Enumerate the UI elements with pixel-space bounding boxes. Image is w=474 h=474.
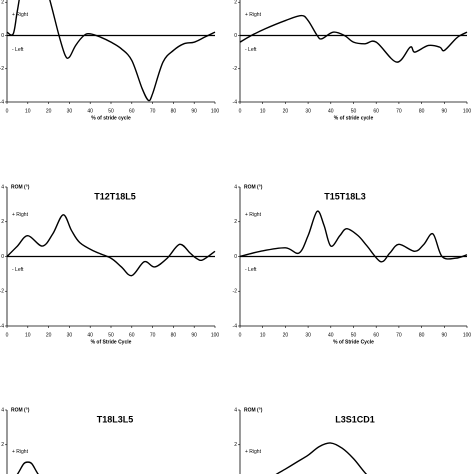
data-line (275, 442, 368, 474)
x-tick-label: 50 (351, 332, 357, 338)
data-line (239, 14, 468, 63)
x-tick-label: 100 (211, 332, 220, 338)
x-tick-label: 60 (129, 108, 135, 114)
x-tick-label: 70 (396, 332, 402, 338)
x-tick-label: 30 (305, 108, 311, 114)
x-tick-label: 40 (87, 332, 93, 338)
x-axis-label: % of stride cycle (91, 115, 131, 121)
annotation: - Left (245, 267, 257, 273)
x-tick-label: 90 (442, 332, 448, 338)
x-tick-label: 10 (260, 332, 266, 338)
x-tick-label: 90 (191, 108, 197, 114)
x-tick-label: 0 (6, 108, 9, 114)
x-tick-label: 20 (283, 332, 289, 338)
y-tick-label: 2 (1, 0, 4, 6)
y-tick-label: -4 (0, 323, 4, 329)
chart-title: L3S1CD1 (335, 414, 375, 424)
x-tick-label: 100 (463, 332, 472, 338)
x-tick-label: 60 (373, 108, 379, 114)
data-line (16, 461, 39, 474)
x-tick-label: 90 (442, 108, 448, 114)
x-tick-label: 100 (211, 108, 220, 114)
y-tick-label: 0 (1, 254, 4, 260)
annotation: - Left (245, 47, 257, 53)
x-tick-label: 20 (283, 108, 289, 114)
annotation: + Right (245, 12, 262, 18)
annotation: + Right (245, 212, 262, 218)
x-tick-label: 30 (305, 332, 311, 338)
y-tick-label: -4 (233, 323, 238, 329)
y-axis-label: ROM (°) (244, 184, 263, 190)
x-tick-label: 10 (260, 108, 266, 114)
annotation: + Right (12, 12, 29, 18)
x-tick-label: 60 (373, 332, 379, 338)
x-tick-label: 50 (351, 108, 357, 114)
y-tick-label: -2 (0, 66, 4, 72)
y-tick-label: 2 (234, 0, 237, 6)
chart-title: T18L3L5 (97, 414, 134, 424)
y-tick-label: -2 (233, 289, 238, 295)
x-axis-label: % of Stride Cycle (91, 339, 132, 345)
x-tick-label: 30 (67, 332, 73, 338)
x-tick-label: 70 (396, 108, 402, 114)
y-axis-label: ROM (°) (11, 407, 30, 413)
y-tick-label: 4 (1, 184, 4, 190)
y-tick-label: 2 (1, 219, 4, 225)
x-tick-label: 80 (419, 108, 425, 114)
x-tick-label: 60 (129, 332, 135, 338)
x-tick-label: 40 (87, 108, 93, 114)
x-tick-label: 0 (239, 332, 242, 338)
x-tick-label: 100 (463, 108, 472, 114)
data-line (6, 214, 216, 277)
y-axis-label: ROM (°) (244, 407, 263, 413)
y-tick-label: 0 (1, 33, 4, 39)
x-axis-label: % of stride cycle (334, 115, 374, 121)
x-tick-label: 50 (108, 108, 114, 114)
annotation: + Right (12, 449, 29, 455)
x-tick-label: 0 (6, 332, 9, 338)
chart-title: T15T18L3 (324, 191, 366, 201)
y-tick-label: 2 (234, 219, 237, 225)
x-tick-label: 40 (328, 108, 334, 114)
data-line (239, 210, 468, 263)
x-tick-label: 20 (46, 332, 52, 338)
y-tick-label: -4 (0, 99, 4, 105)
y-tick-label: 4 (1, 407, 4, 413)
x-axis-label: % of Stride Cycle (333, 339, 374, 345)
annotation: - Left (12, 267, 24, 273)
x-tick-label: 80 (171, 108, 177, 114)
y-axis-label: ROM (°) (11, 184, 30, 190)
x-tick-label: 30 (67, 108, 73, 114)
x-tick-label: 10 (25, 108, 31, 114)
y-tick-label: 4 (234, 407, 237, 413)
y-tick-label: 2 (1, 442, 4, 448)
y-tick-label: -2 (233, 66, 238, 72)
x-tick-label: 20 (46, 108, 52, 114)
x-tick-label: 10 (25, 332, 31, 338)
x-tick-label: 80 (171, 332, 177, 338)
y-tick-label: -4 (233, 99, 238, 105)
annotation: - Left (12, 47, 24, 53)
y-tick-label: 0 (234, 33, 237, 39)
x-tick-label: 70 (150, 332, 156, 338)
x-tick-label: 50 (108, 332, 114, 338)
y-tick-label: -2 (0, 289, 4, 295)
x-tick-label: 70 (150, 108, 156, 114)
y-tick-label: 0 (234, 254, 237, 260)
x-tick-label: 80 (419, 332, 425, 338)
y-tick-label: 2 (234, 442, 237, 448)
data-line (6, 0, 216, 102)
chart-title: T12T18L5 (94, 191, 136, 201)
annotation: + Right (245, 449, 262, 455)
x-tick-label: 40 (328, 332, 334, 338)
y-tick-label: 4 (234, 184, 237, 190)
annotation: + Right (12, 212, 29, 218)
x-tick-label: 90 (191, 332, 197, 338)
x-tick-label: 0 (239, 108, 242, 114)
